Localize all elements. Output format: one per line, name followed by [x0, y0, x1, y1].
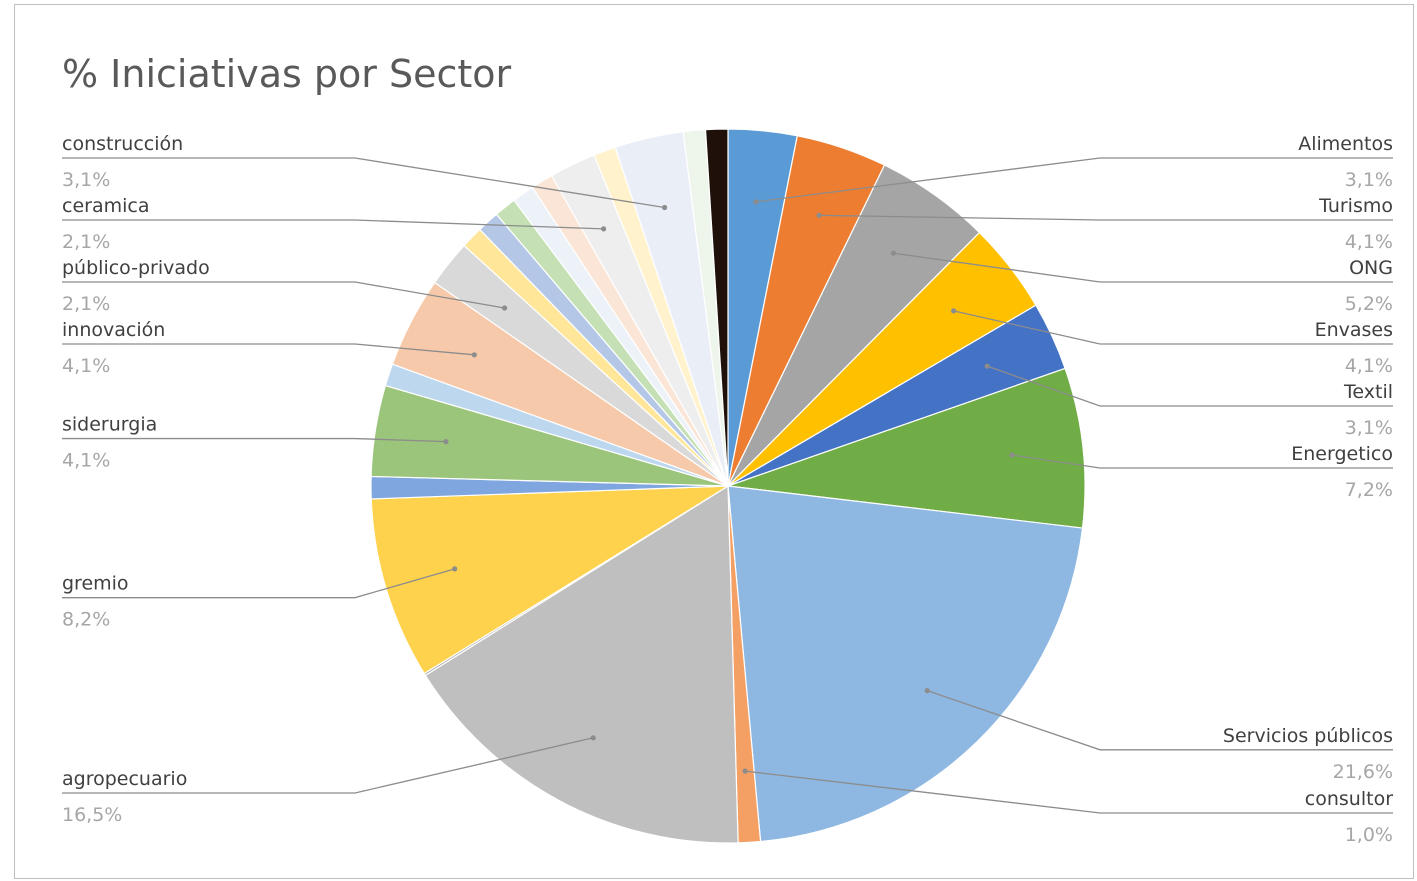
slice-value-textil: 3,1%	[1345, 417, 1393, 439]
slice-value-publico-privado: 2,1%	[62, 293, 110, 315]
leader-dot-envases	[951, 308, 957, 314]
slice-label-envases: Envases	[1315, 319, 1393, 341]
slice-labels: Alimentos 3,1% Turismo 4,1% ONG 5,2% Envases 4,…	[62, 133, 1393, 846]
leader-line-ong	[893, 252, 1393, 283]
pie-slice-gremio	[370, 485, 731, 675]
leader-line-siderurgia	[62, 437, 446, 443]
slice-label-ceramica: ceramica	[62, 195, 149, 217]
leader-line-envases	[953, 310, 1393, 345]
slice-label-agropecuario: agropecuario	[62, 768, 187, 790]
slice-value-envases: 4,1%	[1345, 355, 1393, 377]
leader-dot-publico-privado	[502, 305, 508, 311]
leader-dot-gremio	[452, 566, 458, 572]
leader-dot-siderurgia	[443, 439, 449, 445]
leader-dot-ceramica	[601, 226, 607, 232]
pie-slice-agropecuario	[424, 484, 739, 844]
slice-value-gremio: 8,2%	[62, 609, 110, 631]
leader-line-turismo	[819, 214, 1393, 221]
pie-slice-energetico	[727, 367, 1086, 529]
leader-dot-energetico	[1009, 452, 1015, 458]
leader-lines	[62, 157, 1393, 814]
leader-dot-agropecuario	[590, 735, 596, 741]
slice-value-energetico: 7,2%	[1345, 479, 1393, 501]
slice-label-publico-privado: público-privado	[62, 257, 210, 279]
leader-dot-ong	[890, 250, 897, 256]
slice-label-servicios-publicos: Servicios públicos	[1223, 725, 1393, 747]
leader-line-gremio	[62, 568, 455, 599]
slice-value-ong: 5,2%	[1345, 293, 1393, 315]
leader-line-textil	[986, 365, 1393, 407]
leader-dot-turismo	[816, 212, 822, 218]
slice-label-turismo: Turismo	[1318, 195, 1393, 217]
slice-value-construccion: 3,1%	[62, 169, 110, 191]
slice-value-turismo: 4,1%	[1345, 231, 1393, 253]
leader-line-ceramica	[62, 219, 604, 230]
leader-dot-textil	[984, 363, 990, 369]
leader-line-servicios-publicos	[926, 689, 1393, 751]
leader-dot-alimentos	[753, 199, 759, 205]
leader-dot-servicios-publicos	[924, 688, 930, 694]
slice-label-alimentos: Alimentos	[1298, 133, 1393, 155]
leader-dot-consultor	[742, 768, 748, 774]
slice-value-consultor: 1,0%	[1345, 824, 1393, 846]
pie-slice-servicios-publicos	[727, 485, 1084, 843]
leader-line-alimentos	[755, 157, 1393, 203]
slice-value-ceramica: 2,1%	[62, 231, 110, 253]
slice-label-siderurgia: siderurgia	[62, 414, 157, 436]
slice-label-innovacion: innovación	[62, 319, 165, 341]
leader-line-innovacion	[62, 343, 475, 356]
pie-slice-unlabeled-25	[704, 128, 729, 487]
leader-line-construccion	[62, 157, 665, 209]
leader-dot-construccion	[662, 204, 668, 211]
leader-line-energetico	[1011, 454, 1393, 469]
slice-label-construccion: construcción	[62, 133, 183, 155]
leader-line-agropecuario	[62, 737, 594, 794]
leader-line-publico-privado	[62, 281, 505, 309]
slice-label-energetico: Energetico	[1291, 443, 1393, 465]
slice-value-servicios-publicos: 21,6%	[1333, 761, 1393, 783]
slice-value-siderurgia: 4,1%	[62, 450, 110, 472]
pie-slices	[370, 128, 1086, 844]
slice-value-innovacion: 4,1%	[62, 355, 110, 377]
slice-label-textil: Textil	[1343, 381, 1393, 403]
slice-label-ong: ONG	[1349, 257, 1393, 279]
leader-line-consultor	[745, 770, 1393, 814]
slice-value-alimentos: 3,1%	[1345, 169, 1393, 191]
slice-label-consultor: consultor	[1305, 788, 1393, 810]
leader-dot-innovacion	[471, 352, 477, 358]
slice-label-gremio: gremio	[62, 573, 129, 595]
chart-title: % Iniciativas por Sector	[62, 52, 512, 96]
slice-value-agropecuario: 16,5%	[62, 804, 122, 826]
